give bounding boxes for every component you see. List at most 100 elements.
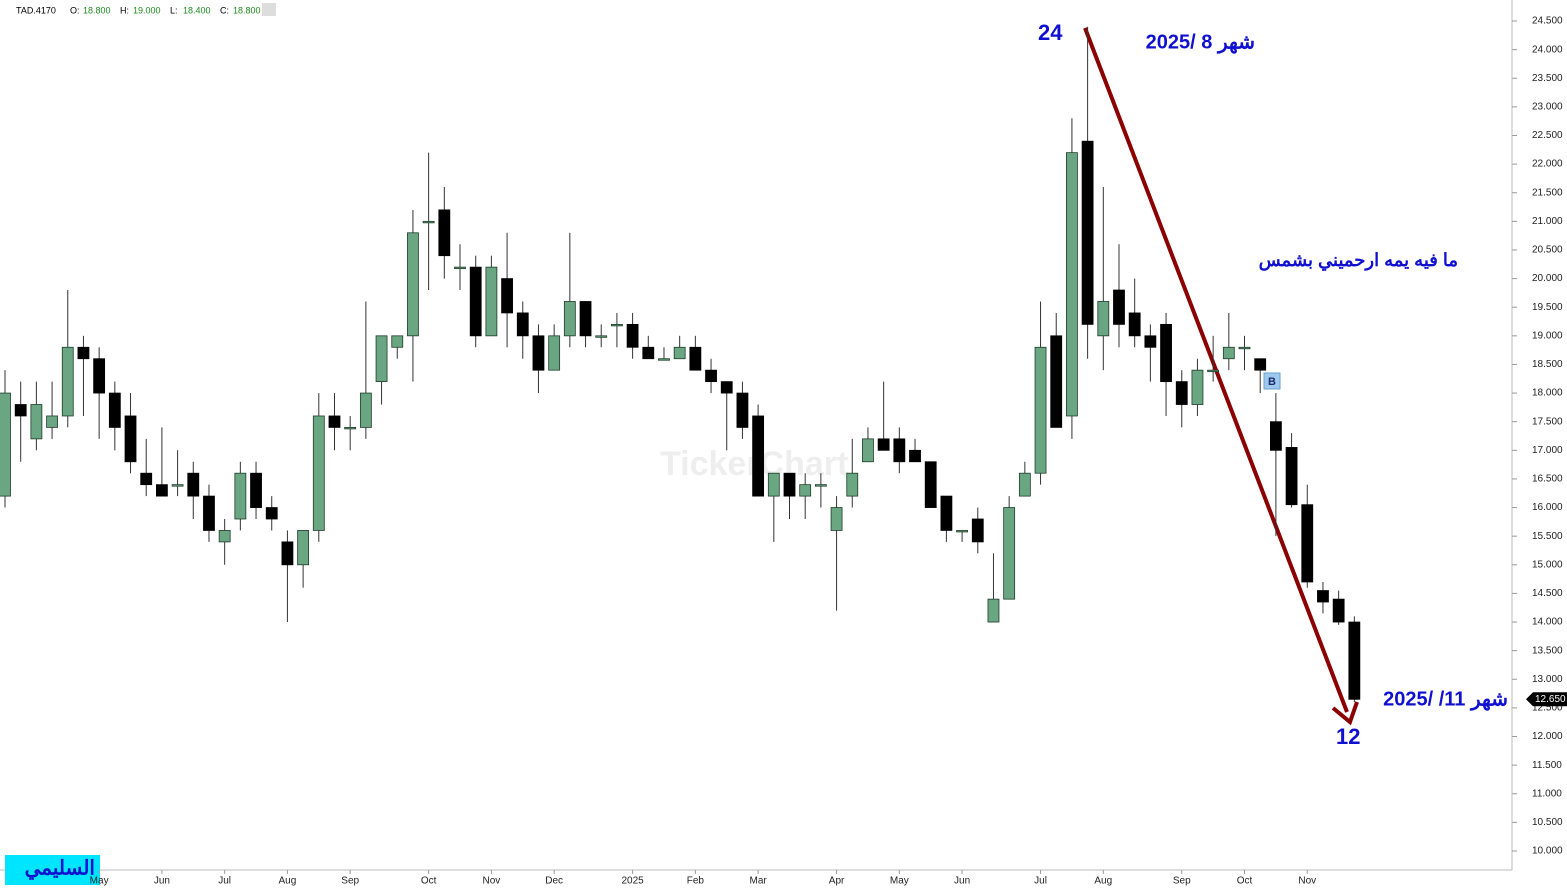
x-tick-label: Jun <box>154 876 170 887</box>
y-tick-label: 23.000 <box>1532 102 1563 113</box>
x-tick-label: Jul <box>218 876 231 887</box>
y-tick-label: 14.000 <box>1532 617 1563 628</box>
y-tick-label: 10.500 <box>1532 817 1563 828</box>
candle-body <box>1034 346 1047 474</box>
candle-body <box>234 472 247 520</box>
candle-body <box>924 461 937 508</box>
candle-body <box>0 392 11 497</box>
y-tick-label: 14.500 <box>1532 588 1563 599</box>
candle-body <box>391 335 404 348</box>
y-tick-label: 18.500 <box>1532 359 1563 370</box>
y-tick-label: 17.000 <box>1532 445 1563 456</box>
candle-body <box>673 346 686 360</box>
field-value: 18.400 <box>183 5 211 15</box>
candle-body <box>1097 301 1110 337</box>
candle-body <box>1175 381 1188 405</box>
y-tick-label: 19.000 <box>1532 330 1563 341</box>
candle-body <box>720 381 733 394</box>
candle-body <box>862 438 874 463</box>
x-tick-label: Nov <box>482 876 500 887</box>
candle-body <box>203 495 215 531</box>
candle-body <box>783 472 796 497</box>
y-tick-label: 16.000 <box>1532 502 1563 513</box>
candle-body <box>46 415 58 428</box>
candle-body <box>909 449 921 463</box>
candle-body <box>454 266 466 270</box>
candle-body <box>312 415 325 531</box>
header: TAD.4170 O: 18.800 H: 19.000 L: 18.400 C: 18.80… <box>16 5 261 15</box>
candle-body <box>93 358 106 394</box>
y-tick-label: 20.000 <box>1532 273 1563 284</box>
last-price-tag <box>1526 692 1567 707</box>
field-label: L: <box>170 5 178 15</box>
candle-body <box>626 323 639 348</box>
candle-body <box>14 404 27 417</box>
candle-body <box>642 346 655 360</box>
y-tick-label: 17.500 <box>1532 416 1563 427</box>
peak-value: 24 <box>1038 20 1063 45</box>
field-label: C: <box>220 5 229 15</box>
candle-body <box>77 346 90 360</box>
x-tick-label: May <box>90 876 109 887</box>
candle-body <box>767 472 780 497</box>
candle-body <box>1160 323 1172 383</box>
candle-body <box>438 209 451 257</box>
candle-body <box>940 495 953 531</box>
y-tick-label: 15.000 <box>1532 559 1563 570</box>
candle-body <box>1254 358 1267 371</box>
candle-body <box>1128 312 1141 337</box>
candle-body <box>1050 335 1063 428</box>
candle-body <box>1269 421 1282 451</box>
candle-body <box>359 392 372 428</box>
candle-body <box>1301 504 1314 583</box>
y-tick-label: 12.500 <box>1532 703 1563 714</box>
y-tick-label: 24.000 <box>1532 44 1563 55</box>
candle-body <box>971 518 984 543</box>
candle-body <box>1207 369 1220 373</box>
y-tick-label: 13.000 <box>1532 674 1563 685</box>
candle-body <box>61 346 74 417</box>
candle-body <box>595 335 608 338</box>
signal-badge <box>1263 372 1281 390</box>
x-tick-label: Nov <box>1298 876 1316 887</box>
candle-body <box>563 301 576 337</box>
candle-body <box>140 472 153 486</box>
candle-body <box>1066 152 1078 417</box>
y-tick-label: 20.500 <box>1532 245 1563 256</box>
settings-icon[interactable] <box>262 3 276 16</box>
candle-body <box>108 392 121 428</box>
candle-body <box>375 335 388 383</box>
x-tick-label: Feb <box>687 876 705 887</box>
candle-body <box>1003 507 1016 600</box>
peak-date: شهر 8 /2025 <box>1146 31 1255 54</box>
field-value: 18.800 <box>83 5 111 15</box>
candle-body <box>516 312 529 337</box>
symbol: TAD.4170 <box>16 5 56 15</box>
candle-body <box>281 541 294 566</box>
candle-body <box>877 438 890 451</box>
field-value: 18.800 <box>233 5 261 15</box>
y-tick-label: 15.500 <box>1532 531 1563 542</box>
candle-body <box>579 301 592 337</box>
y-tick-label: 12.000 <box>1532 731 1563 742</box>
candle-body <box>1144 335 1157 348</box>
candle-body <box>344 427 357 430</box>
y-tick-label: 22.500 <box>1532 130 1563 141</box>
y-tick-label: 24.500 <box>1532 16 1563 27</box>
candle-body <box>846 472 859 497</box>
x-tick-label: Jul <box>1034 876 1047 887</box>
candle-body <box>752 415 765 497</box>
author: السليمي <box>25 857 95 880</box>
candle-body <box>1332 598 1345 623</box>
x-tick-label: Dec <box>545 876 563 887</box>
field-label: H: <box>120 5 129 15</box>
x-tick-label: Oct <box>421 876 437 887</box>
candle-body <box>328 415 341 428</box>
candle-body <box>1285 447 1298 506</box>
candle-body <box>218 530 231 543</box>
arrow-head <box>1331 701 1359 726</box>
candle-body <box>485 266 498 337</box>
candle-body <box>611 323 623 327</box>
low-date: شهر 11/ /2025 <box>1383 688 1508 711</box>
